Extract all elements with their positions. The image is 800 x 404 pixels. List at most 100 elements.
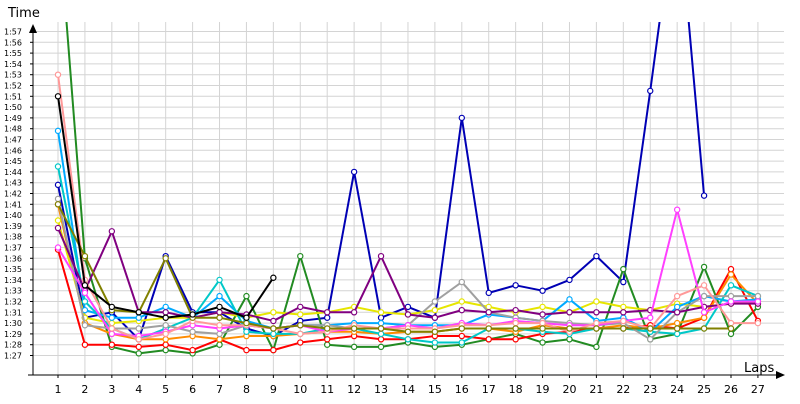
data-point xyxy=(458,114,465,122)
data-point xyxy=(324,336,331,343)
data-point xyxy=(485,309,492,316)
data-point xyxy=(297,303,304,311)
data-point xyxy=(54,195,62,203)
data-point xyxy=(216,292,223,300)
data-point xyxy=(431,328,439,335)
y-tick-label: 1:30 xyxy=(4,319,22,328)
data-point xyxy=(54,217,62,224)
data-point xyxy=(620,325,627,332)
data-point xyxy=(431,298,439,305)
data-point xyxy=(377,319,385,327)
data-point xyxy=(162,336,169,343)
y-tick-label: 1:27 xyxy=(4,352,22,361)
data-point xyxy=(727,292,735,300)
data-point xyxy=(673,303,681,311)
x-tick-label: 5 xyxy=(162,383,169,396)
data-point xyxy=(54,244,62,251)
data-point xyxy=(458,325,465,332)
y-tick-label: 1:43 xyxy=(4,179,22,188)
data-point xyxy=(566,336,573,343)
data-point xyxy=(350,325,358,332)
grid-layer xyxy=(33,22,784,375)
y-tick-label: 1:49 xyxy=(4,114,22,123)
x-tick-label: 4 xyxy=(135,383,142,396)
y-tick-label: 1:46 xyxy=(4,146,22,155)
data-point xyxy=(81,322,89,329)
y-axis-arrow xyxy=(29,24,37,33)
data-point xyxy=(162,346,169,354)
data-point xyxy=(566,325,573,332)
data-point xyxy=(270,346,277,354)
data-point xyxy=(54,127,62,135)
data-point xyxy=(727,330,735,338)
series-line xyxy=(57,203,731,333)
x-tick-label: 23 xyxy=(643,383,657,396)
x-axis-title: Laps xyxy=(744,361,774,376)
data-point xyxy=(512,325,519,332)
data-point xyxy=(377,252,385,260)
y-tick-label: 1:51 xyxy=(4,92,22,101)
data-point xyxy=(243,328,250,335)
y-axis-title: Time xyxy=(7,6,40,21)
data-point xyxy=(673,325,681,332)
data-point xyxy=(727,265,735,273)
data-point xyxy=(54,224,62,232)
data-point xyxy=(216,276,223,284)
y-tick-label: 1:29 xyxy=(4,330,22,339)
y-tick-label: 1:47 xyxy=(4,136,22,145)
data-point xyxy=(54,71,62,78)
data-point xyxy=(754,319,762,327)
x-tick-label: 21 xyxy=(589,383,603,396)
y-tick-label: 1:45 xyxy=(4,157,22,166)
data-point xyxy=(431,314,439,321)
data-point xyxy=(727,298,735,305)
data-point xyxy=(539,319,546,327)
x-tick-label: 1 xyxy=(55,383,62,396)
data-point xyxy=(297,330,304,338)
data-point xyxy=(243,319,250,327)
data-point xyxy=(108,330,116,338)
data-point xyxy=(189,328,196,335)
x-tick-label: 19 xyxy=(536,383,550,396)
data-point xyxy=(673,319,681,327)
x-tick-label: 17 xyxy=(482,383,496,396)
data-point xyxy=(647,87,654,95)
y-tick-label: 1:33 xyxy=(4,287,22,296)
axes-layer: 1:27 1:28 1:29 1:30 1:311:32 1:33 1:34 1:35 1:36… xyxy=(4,24,785,396)
y-tick-label: 1:50 xyxy=(4,103,22,112)
y-tick-label: 1:36 xyxy=(4,254,22,263)
x-tick-label: 10 xyxy=(293,383,307,396)
data-point xyxy=(324,341,331,348)
data-point xyxy=(593,343,600,351)
y-tick-label: 1:53 xyxy=(4,71,22,80)
data-point xyxy=(270,330,277,338)
x-tick-label: 22 xyxy=(616,383,630,396)
data-point xyxy=(593,298,600,305)
data-point xyxy=(647,325,654,332)
data-point xyxy=(512,336,519,343)
data-point xyxy=(350,343,358,351)
y-tick-label: 1:34 xyxy=(4,276,22,285)
data-point xyxy=(162,309,169,316)
data-point xyxy=(404,328,412,335)
x-tick-label: 13 xyxy=(374,383,388,396)
data-point xyxy=(81,289,89,297)
x-tick-label: 16 xyxy=(455,383,469,396)
data-point xyxy=(727,271,735,278)
y-tick-label: 1:28 xyxy=(4,341,22,350)
data-point xyxy=(673,309,681,316)
x-tick-label: 11 xyxy=(320,383,334,396)
data-point xyxy=(108,303,116,311)
x-tick-label: 24 xyxy=(670,383,684,396)
data-point xyxy=(243,346,250,354)
data-point xyxy=(727,325,735,332)
data-point xyxy=(458,332,465,340)
y-tick-label: 1:55 xyxy=(4,49,22,58)
data-point xyxy=(458,298,465,305)
data-point xyxy=(189,346,196,354)
data-point xyxy=(108,341,116,348)
data-point xyxy=(162,341,169,348)
x-tick-label: 7 xyxy=(216,383,223,396)
data-point xyxy=(297,322,304,329)
